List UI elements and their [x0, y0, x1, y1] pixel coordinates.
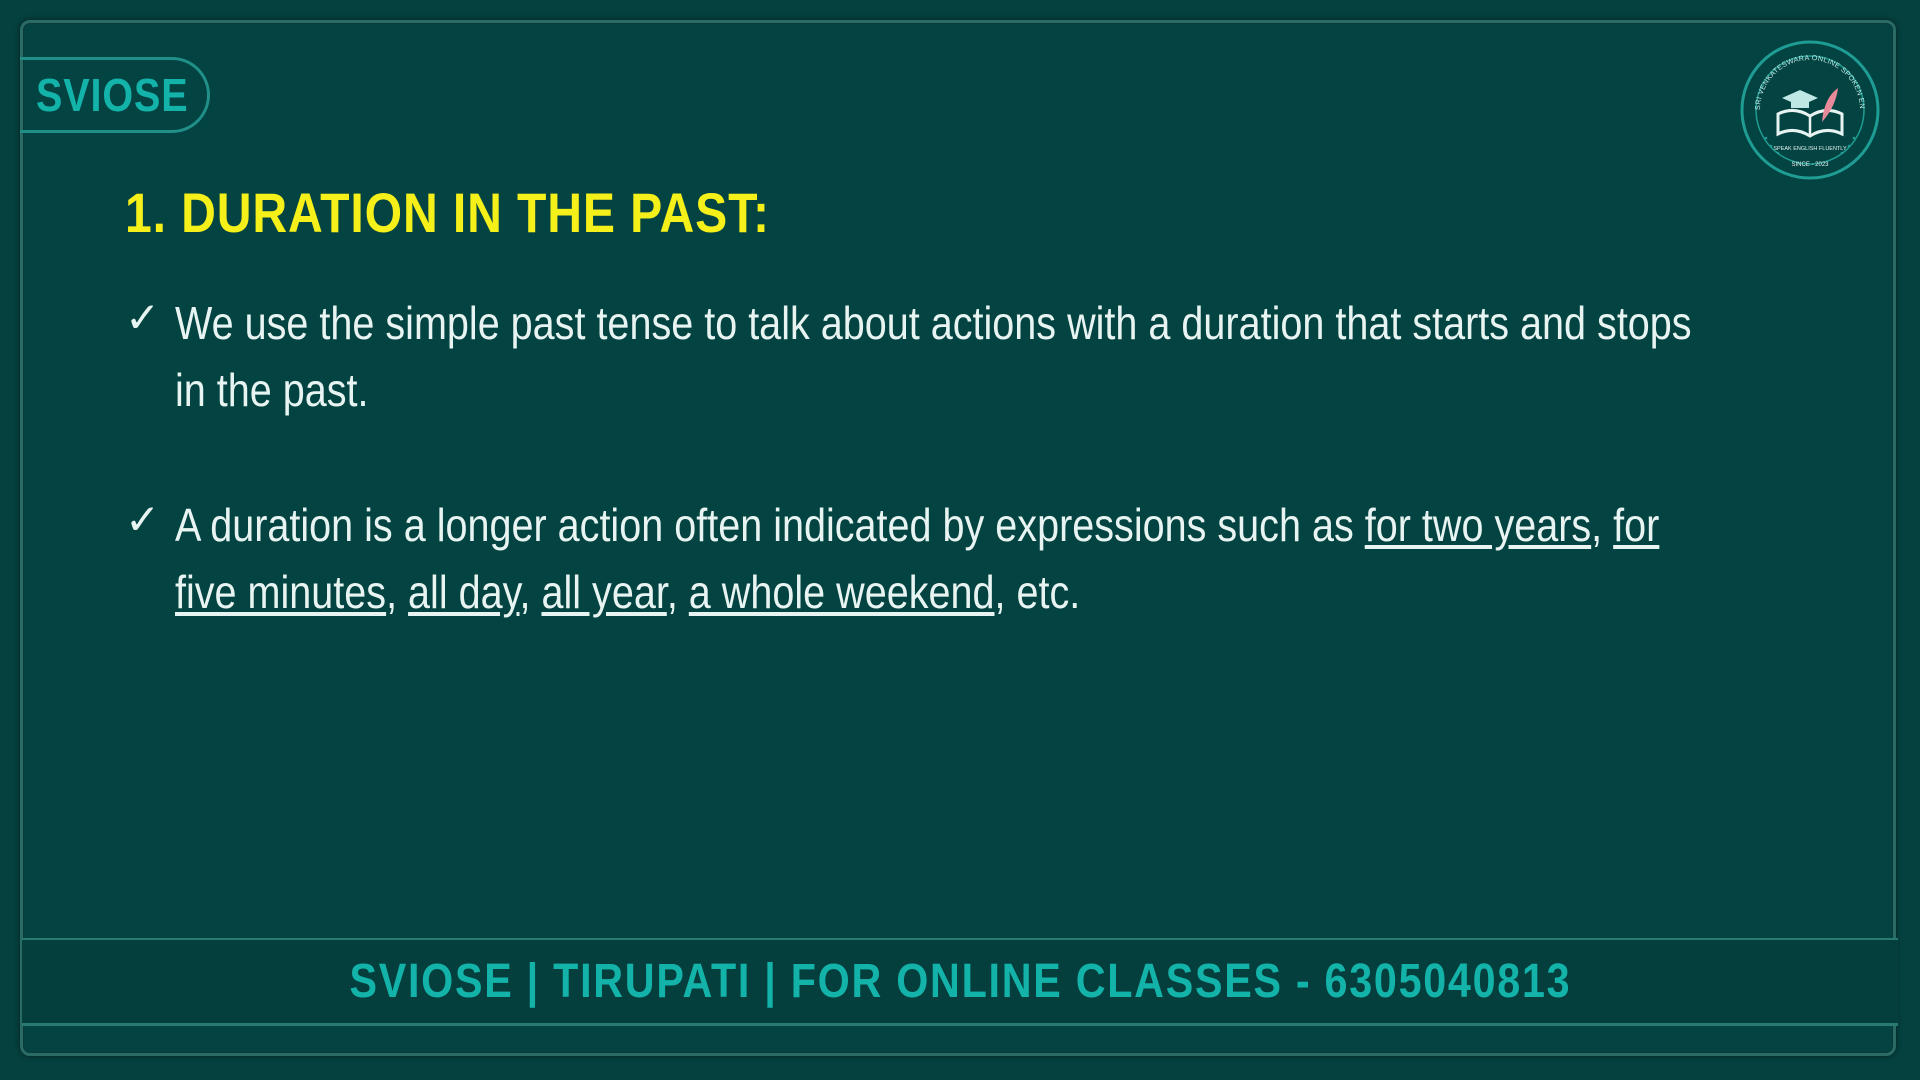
slide-title: 1. DURATION IN THE PAST: — [125, 181, 770, 244]
checkmark-icon: ✓ — [125, 495, 161, 544]
separator: , — [386, 566, 409, 618]
checkmark-icon: ✓ — [125, 293, 161, 342]
bullet-item: ✓ We use the simple past tense to talk a… — [125, 290, 1692, 424]
brand-tab: SVIOSE — [20, 57, 210, 133]
separator: , — [519, 566, 542, 618]
school-logo-icon: SRI VENKATESWARA ONLINE SPOKEN ENGLISH S… — [1738, 38, 1880, 180]
separator: , — [666, 566, 689, 618]
bullet-ending: , etc. — [994, 566, 1081, 618]
example-expression: all year — [541, 566, 667, 618]
brand-label: SVIOSE — [36, 69, 189, 121]
logo-since: SINCE - 2023 — [1791, 162, 1829, 168]
separator: , — [1591, 499, 1614, 551]
bullet-item: ✓ A duration is a longer action often in… — [125, 492, 1659, 626]
slide-frame — [20, 20, 1896, 1056]
footer-text: SVIOSE | TIRUPATI | FOR ONLINE CLASSES -… — [349, 955, 1571, 1008]
bullet-text: We use the simple past tense to talk abo… — [175, 297, 1692, 416]
example-expression: a whole weekend — [688, 566, 995, 618]
bullet-text: A duration is a longer action often indi… — [175, 492, 1695, 626]
logo-tagline: SPEAK ENGLISH FLUENTLY — [1773, 146, 1847, 152]
example-expression: for five minutes — [175, 499, 1660, 618]
example-expression: for two years — [1364, 499, 1592, 551]
footer-bar: SVIOSE | TIRUPATI | FOR ONLINE CLASSES -… — [22, 938, 1898, 1026]
bullet-intro: A duration is a longer action often indi… — [175, 499, 1365, 551]
example-expression: all day — [408, 566, 520, 618]
